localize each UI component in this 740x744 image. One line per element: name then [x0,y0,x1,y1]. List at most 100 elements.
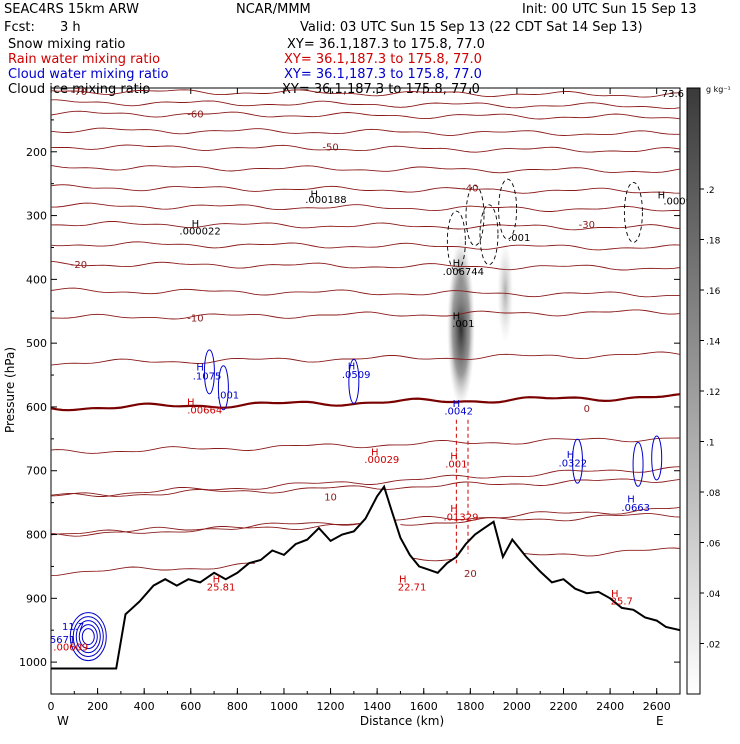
isotherm-line [51,202,680,212]
isotherm-line [51,260,680,271]
colorbar-tick-label: .16 [706,287,721,297]
isotherm-line [51,127,680,136]
h-marker: H [192,219,200,230]
h-marker: H [567,450,575,461]
isotherm-label: -20 [71,260,87,271]
h-marker: H [627,495,635,506]
isotherm-label: 10 [324,492,337,503]
max-value-label: .00664 [187,405,222,416]
ice-contour [623,181,643,243]
max-value-label: .0322 [559,458,588,469]
cloud-ice-contours [446,178,643,272]
cloud-water-contour [72,616,104,658]
y-tick-label: 1000 [19,656,47,669]
isotherm-line [51,309,680,320]
isotherm-label: -50 [322,143,338,154]
field-name: Snow mixing ratio [8,37,125,52]
isotherm-line [51,164,680,174]
field-name: Rain water mixing ratio [8,52,160,67]
isotherm-line [51,478,680,497]
colorbar-tick-label: .2 [706,186,715,196]
h-marker: H [611,589,619,600]
colorbar-ticks: .02 .04 .06 .08 .1 .12 .14 .16 .18 .2 [700,186,721,651]
isotherm-line [51,506,680,537]
y-tick-label: 600 [26,401,47,414]
cloud-water-contour [217,365,229,411]
cloud-water-contour [69,612,107,662]
max-value-label: .000022 [179,227,220,238]
colorbar-tick-label: .1 [706,439,715,449]
ice-contour [446,210,466,272]
colorbar-tick-label: .06 [706,540,721,550]
cloud-water-contour [78,624,98,650]
isotherm-line [51,547,680,577]
y-tick-label: 800 [26,529,47,542]
max-value-label: 5671 [50,635,75,646]
isotherms [51,89,680,577]
colorbar-top-value: 73.6 [662,89,684,100]
h-marker: H [453,399,461,410]
isotherm-line [51,184,680,194]
h-marker: H [399,574,407,585]
cloud-water-contour [651,435,663,481]
isotherm-line [51,144,680,153]
y-tick-label: 400 [26,273,47,286]
x-tick-label: 2000 [503,700,531,713]
ice-contour [498,178,518,240]
x-tick-label: 0 [48,700,55,713]
max-value-label: .0663 [621,503,650,514]
axes: 0 200 400 600 800 1000 1200 1400 1600 1800 2000 220… [19,88,681,713]
max-value-label: .00029 [364,455,399,466]
snow-upper [451,234,472,325]
x-tick-label: 1800 [456,700,484,713]
x-tick-label: 400 [134,700,155,713]
isotherm-line [51,287,680,298]
west-label: W [57,714,69,728]
forecast-hour: 3 h [60,20,81,35]
forecast-label: Fcst: [4,20,35,35]
x-tick-label: 200 [87,700,108,713]
model-name: SEAC4RS 15km ARW [4,2,139,17]
isotherm-label: 20 [464,569,477,580]
isotherm-line [51,351,680,366]
y-tick-label: 500 [26,337,47,350]
max-value-label: .000188 [305,195,346,206]
valid-time: Valid: 03 UTC Sun 15 Sep 13 (22 CDT Sat … [300,20,643,35]
colorbar-tick-label: .18 [706,237,721,247]
cloud-water-contour [632,441,644,487]
max-value-label: .01329 [444,512,479,523]
max-value-label: .001 [508,233,530,244]
snow-shading [447,234,514,407]
terrain-line [51,484,680,670]
y-tick-label: 700 [26,465,47,478]
h-marker: H [348,361,356,372]
cloud-water-contour [571,438,583,484]
h-marker: H [310,190,318,201]
isotherm-line [51,466,680,497]
h-marker: H [450,504,458,515]
field-xy: XY= 36.1,187.3 to 175.8, 77.0 [282,82,480,97]
x-tick-label: 600 [180,700,201,713]
ice-contour [479,204,499,266]
x-tick-label: 1000 [270,700,298,713]
y-tick-label: 200 [26,146,47,159]
h-marker: H [453,259,461,270]
colorbar [686,87,701,695]
h-marker: H [187,398,195,409]
cloud-water-contour [203,349,215,395]
max-value-label: .001 [217,391,239,402]
ice-contour [465,185,485,247]
east-label: E [656,714,664,728]
y-axis-title: Pressure (hPa) [3,347,17,433]
isotherm-line [51,89,680,98]
freezing-level-line [51,393,680,412]
h-marker: H [450,451,458,462]
max-value-label: .0509 [342,370,371,381]
x-tick-label: 800 [227,700,248,713]
field-xy: XY= 36.1,187.3 to 175.8, 77.0 [284,67,482,82]
contour-labels: -70 -60 -50 -40 -30 -20 -10 10 20 0 H H H H H H H H H H H H H H… [50,87,692,653]
plot-frame [50,87,681,695]
org-name: NCAR/MMM [236,2,311,17]
x-axis-title: Distance (km) [360,714,444,728]
